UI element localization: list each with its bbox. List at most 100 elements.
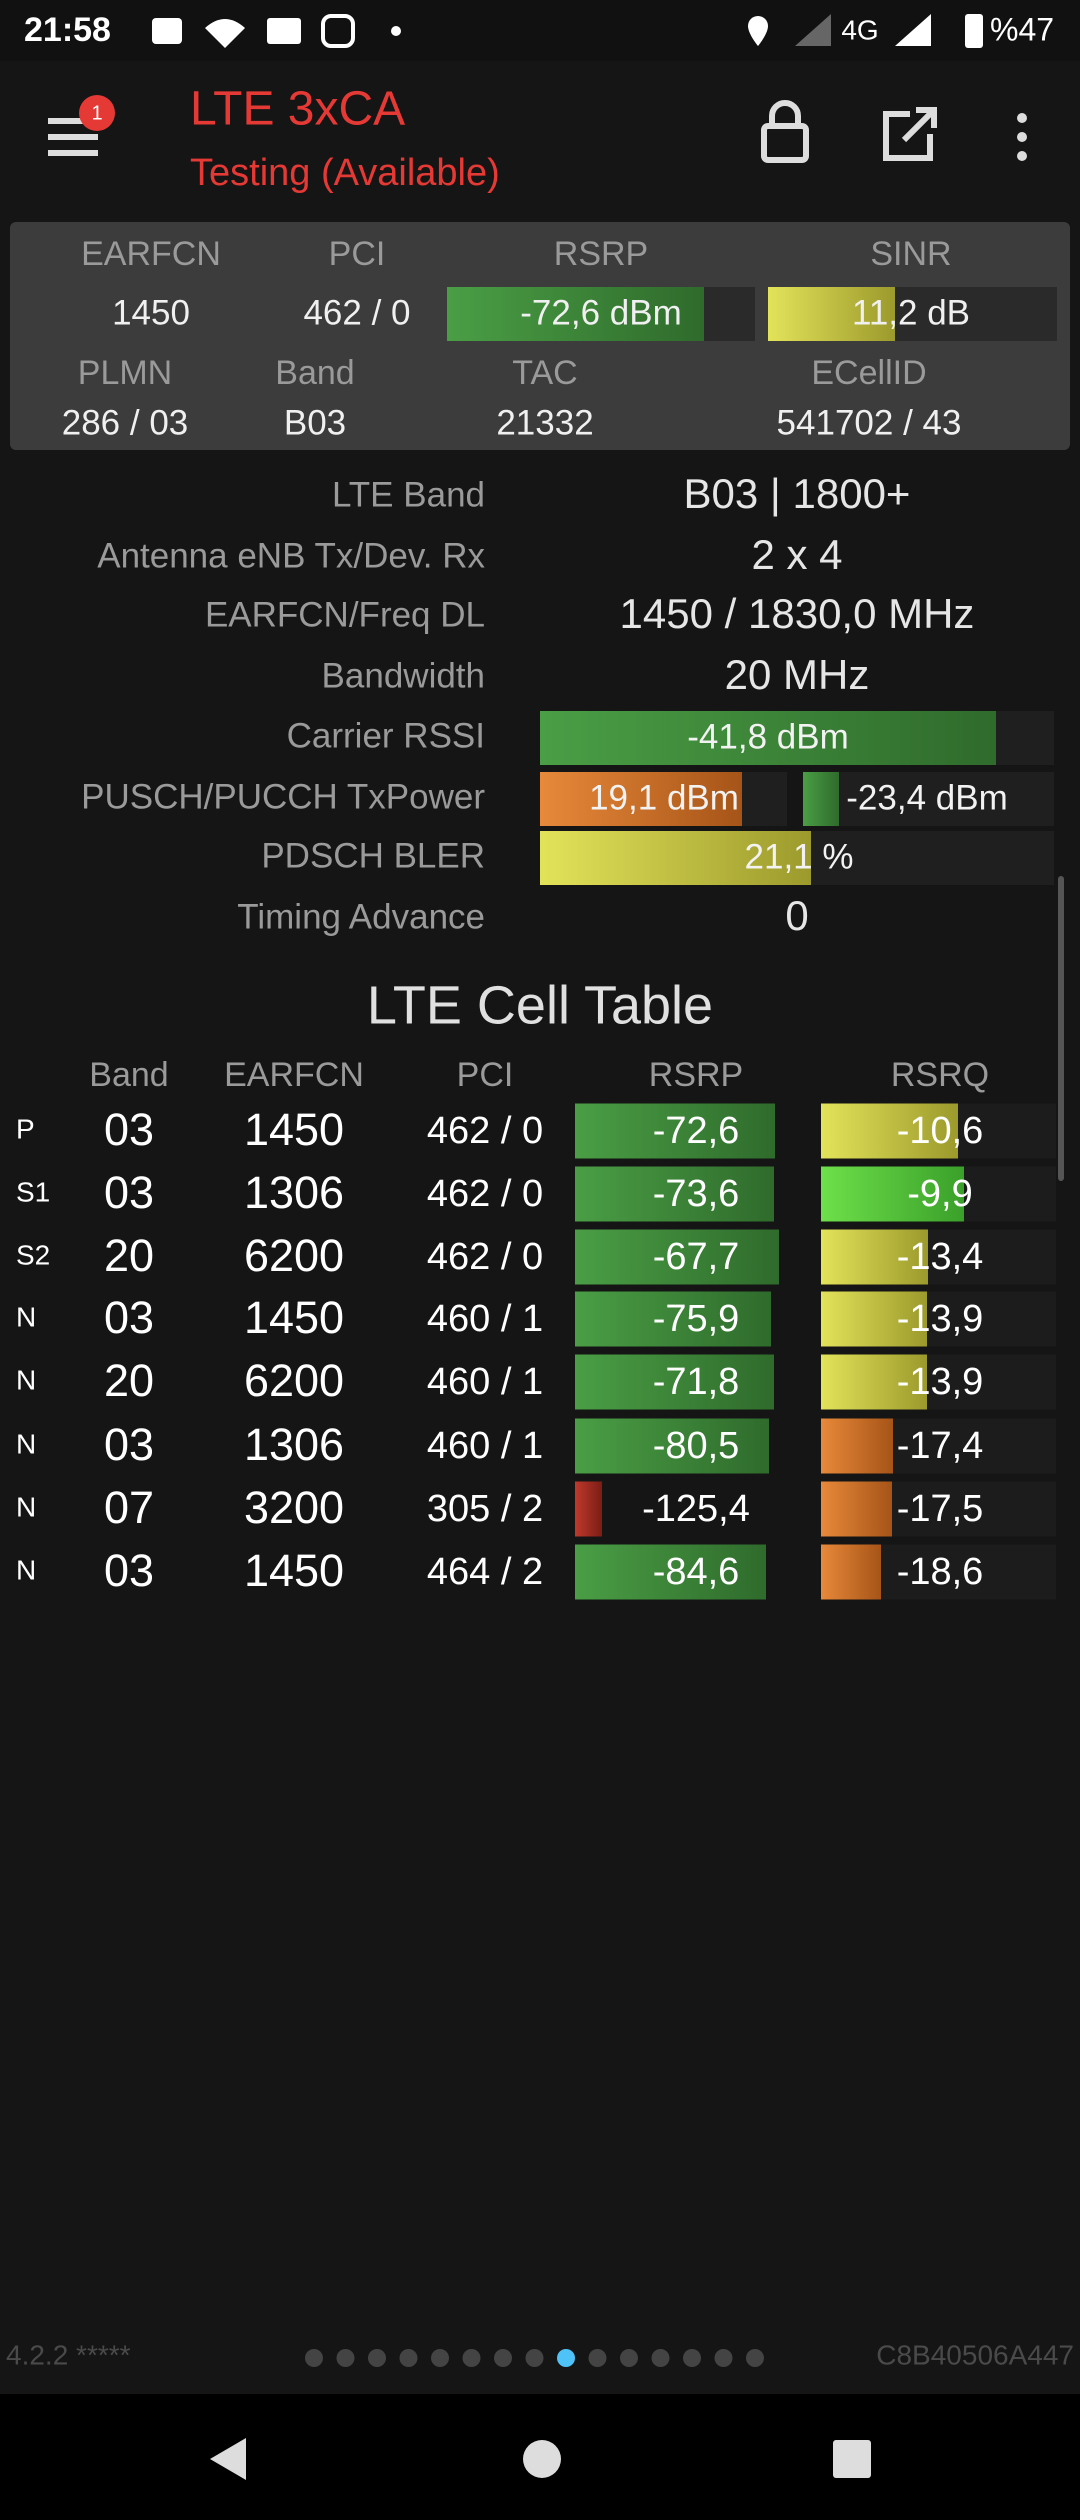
bar-fill bbox=[821, 1481, 892, 1537]
cell-rsrp: -80,5 bbox=[653, 1425, 740, 1467]
page-dot[interactable] bbox=[336, 2349, 355, 2367]
detail-label: Timing Advance bbox=[237, 897, 485, 936]
overflow-menu[interactable] bbox=[1017, 113, 1027, 161]
cell-band: 03 bbox=[104, 1419, 154, 1470]
bar-fill bbox=[575, 1544, 766, 1600]
app-version: 4.2.2 ***** bbox=[6, 2339, 131, 2370]
column-header: RSRQ bbox=[891, 1056, 989, 1094]
cell-band: 03 bbox=[104, 1167, 154, 1218]
bar-fill bbox=[575, 1103, 775, 1159]
back-button[interactable] bbox=[210, 2438, 246, 2480]
page-dot[interactable] bbox=[525, 2349, 544, 2367]
page-dot[interactable] bbox=[651, 2349, 670, 2367]
page-dot[interactable] bbox=[462, 2349, 481, 2367]
badge: 1 bbox=[91, 102, 102, 124]
bar-fill bbox=[575, 1229, 779, 1285]
cell-rsrp: -67,7 bbox=[653, 1236, 740, 1278]
lock-button[interactable] bbox=[761, 100, 809, 163]
detail-label: PUSCH/PUCCH TxPower bbox=[81, 777, 485, 816]
cell-rsrp: -125,4 bbox=[642, 1488, 750, 1530]
scrollbar bbox=[1058, 876, 1064, 1181]
detail-label: Antenna eNB Tx/Dev. Rx bbox=[97, 536, 485, 575]
bar-fill bbox=[768, 287, 895, 341]
cell-pci: 305 / 2 bbox=[427, 1488, 543, 1530]
summary-header: ECellID bbox=[811, 354, 926, 392]
cell-rsrq: -13,4 bbox=[897, 1236, 984, 1278]
bar-fill bbox=[821, 1229, 928, 1285]
cell-type: P bbox=[16, 1113, 35, 1144]
summary: EARFCN PCI RSRP SINR 1450 462 / 0 -72,6 dBm 11,… bbox=[62, 235, 1057, 442]
bar-track bbox=[803, 772, 1054, 826]
cell-type: N bbox=[16, 1428, 36, 1459]
page-dot[interactable] bbox=[620, 2349, 638, 2367]
clock: 21:58 bbox=[24, 11, 111, 49]
cell-rsrp: -73,6 bbox=[653, 1173, 740, 1215]
page-dot[interactable] bbox=[746, 2349, 764, 2367]
bar-fill bbox=[447, 287, 704, 341]
detail-value: 0 bbox=[785, 892, 808, 939]
cell-pci: 462 / 0 bbox=[427, 1236, 543, 1278]
app-title: LTE 3xCA bbox=[190, 83, 405, 136]
cell-band: 03 bbox=[104, 1292, 154, 1343]
page-dot[interactable] bbox=[494, 2349, 512, 2367]
bar-fill bbox=[821, 1544, 881, 1600]
cell-earfcn: 3200 bbox=[244, 1482, 344, 1533]
detail-value: 19,1 dBm bbox=[589, 778, 739, 817]
summary-header: TAC bbox=[512, 354, 577, 392]
summary-value: 11,2 dB bbox=[852, 293, 970, 332]
page-dot[interactable] bbox=[557, 2349, 575, 2367]
page-dot[interactable] bbox=[368, 2349, 386, 2367]
notification-icons bbox=[152, 14, 983, 48]
summary-value: -72,6 dBm bbox=[520, 293, 681, 332]
cell-earfcn: 1306 bbox=[244, 1167, 344, 1218]
summary-header: SINR bbox=[870, 235, 951, 273]
cell-rsrq: -10,6 bbox=[897, 1110, 984, 1152]
cell-rsrq: -13,9 bbox=[897, 1298, 984, 1340]
cell-band: 03 bbox=[104, 1104, 154, 1155]
cell-type: N bbox=[16, 1554, 36, 1585]
page-dot[interactable] bbox=[714, 2349, 733, 2367]
page-dot[interactable] bbox=[305, 2349, 323, 2367]
bar-fill bbox=[821, 1418, 893, 1474]
device-id: C8B40506A447 bbox=[876, 2339, 1074, 2370]
cell-rsrp: -84,6 bbox=[653, 1551, 740, 1593]
cell-earfcn: 6200 bbox=[244, 1230, 344, 1281]
detail-value: 20 MHz bbox=[725, 651, 870, 698]
recents-button[interactable] bbox=[833, 2440, 871, 2478]
page-dot[interactable] bbox=[431, 2349, 449, 2367]
battery-level: %47 bbox=[990, 11, 1054, 47]
bar-fill bbox=[540, 831, 811, 885]
page-dot[interactable] bbox=[399, 2349, 418, 2367]
share-button[interactable] bbox=[883, 107, 937, 161]
cell-table: LTE Cell Table Band EARFCN PCI RSRP RSRQ P 03 14… bbox=[16, 975, 1056, 1600]
cell-pci: 464 / 2 bbox=[427, 1551, 543, 1593]
detail-value: B03 | 1800+ bbox=[684, 470, 911, 517]
detail-label: PDSCH BLER bbox=[261, 836, 485, 875]
summary-value: 541702 / 43 bbox=[777, 403, 962, 442]
cell-earfcn: 1450 bbox=[244, 1292, 344, 1343]
summary-header: PLMN bbox=[78, 354, 172, 392]
detail-label: Carrier RSSI bbox=[287, 716, 485, 755]
bar-fill bbox=[575, 1291, 771, 1347]
bar-fill bbox=[803, 772, 839, 826]
cell-rsrq: -9,9 bbox=[907, 1173, 972, 1215]
cell-band: 20 bbox=[104, 1355, 154, 1406]
page-dot[interactable] bbox=[588, 2349, 607, 2367]
summary-value: 286 / 03 bbox=[62, 403, 189, 442]
summary-value: B03 bbox=[284, 403, 346, 442]
page-dot[interactable] bbox=[683, 2349, 701, 2367]
summary-value: 21332 bbox=[496, 403, 593, 442]
cell-type: N bbox=[16, 1364, 36, 1395]
bar-fill bbox=[821, 1291, 927, 1347]
cell-band: 20 bbox=[104, 1230, 154, 1281]
detail-label: EARFCN/Freq DL bbox=[205, 595, 485, 634]
cell-type: S1 bbox=[16, 1176, 50, 1207]
summary-value: 1450 bbox=[112, 293, 190, 332]
menu-button[interactable]: 1 bbox=[48, 95, 115, 156]
cell-pci: 460 / 1 bbox=[427, 1361, 543, 1403]
cell-pci: 462 / 0 bbox=[427, 1173, 543, 1215]
cell-rsrq: -13,9 bbox=[897, 1361, 984, 1403]
bar-fill bbox=[575, 1481, 602, 1537]
home-button[interactable] bbox=[523, 2440, 561, 2478]
